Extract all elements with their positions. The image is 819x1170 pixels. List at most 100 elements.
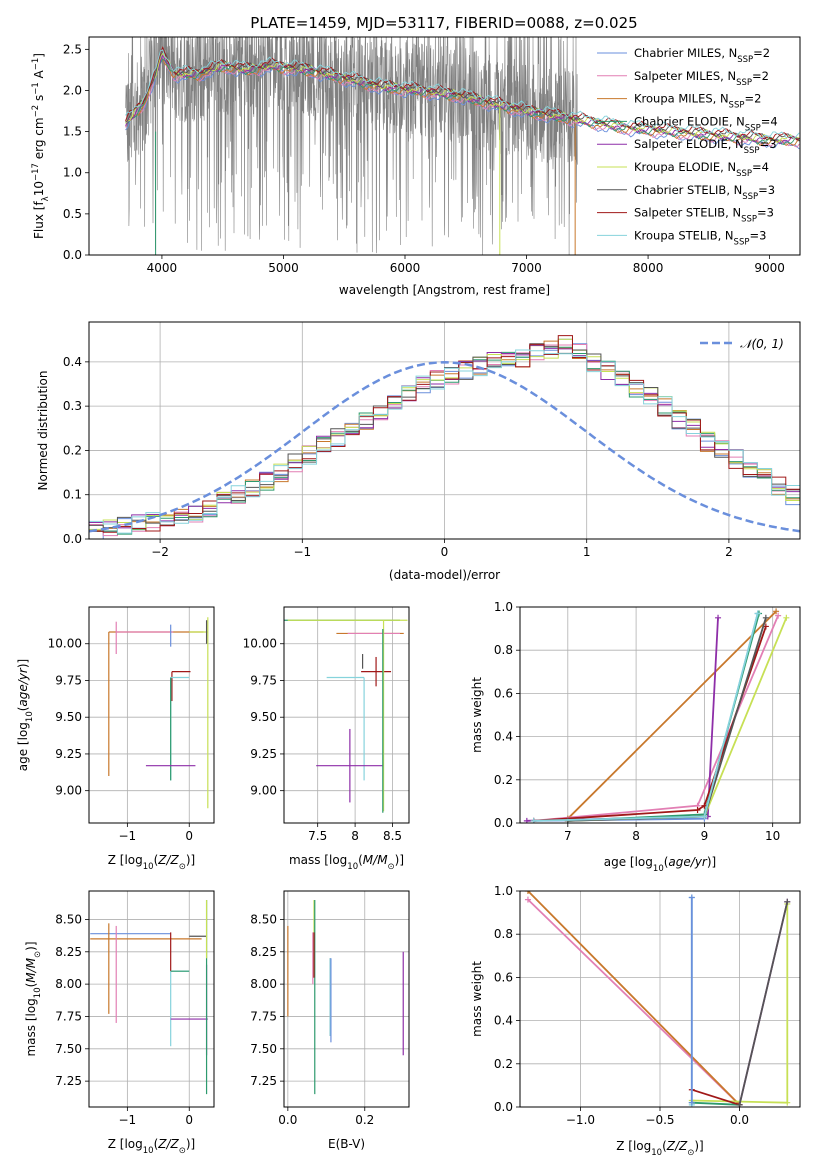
label-part: Kroupa ELODIE, N <box>634 160 736 174</box>
weight-line-kroupa-elodie <box>567 617 788 822</box>
weight-marker <box>783 614 790 621</box>
x-tick-label: 0.0 <box>730 1113 749 1127</box>
y-tick-label: 8.50 <box>55 912 82 926</box>
weight-marker <box>688 1099 695 1106</box>
grid-lines <box>520 890 800 1108</box>
weight-vs-metallicity-panel: −1.0 −0.5 0.0 0.0 0.2 0.4 0.6 0.8 1.0 Z [log10(Z/… <box>470 884 801 1158</box>
y-tick-label: 7.75 <box>55 1009 82 1023</box>
legend-entry: Kroupa ELODIE, NSSP=4 <box>634 160 769 179</box>
y-tick-label: 1.0 <box>63 166 82 180</box>
x-tick-label: 0 <box>441 545 449 559</box>
x-axis-label: E(B-V) <box>328 1137 365 1151</box>
grid-lines <box>284 607 409 823</box>
legend-entry: Salpeter MILES, NSSP=2 <box>634 69 769 88</box>
y-tick-label: 8.00 <box>55 977 82 991</box>
y-axis-label: mass [log10(M/M⊙)] <box>24 941 43 1056</box>
y-axis-label: mass weight <box>470 961 484 1037</box>
plot-area <box>284 619 408 813</box>
x-tick-label: 10 <box>765 829 780 843</box>
axes-frame <box>283 606 410 824</box>
chart-title: PLATE=1459, MJD=53117, FIBERID=0088, z=0… <box>250 14 637 32</box>
label-part: 10 <box>143 1146 154 1156</box>
histogram-step-kroupa-stelib <box>89 349 800 539</box>
plot-area <box>523 608 790 823</box>
y-tick-label: 8.25 <box>250 945 277 959</box>
label-part: =4 <box>761 114 778 128</box>
label-part: −17 <box>31 163 41 181</box>
y-tick-label: 7.50 <box>55 1042 82 1056</box>
y-tick-label: 8.50 <box>250 912 277 926</box>
x-tick-label: 8000 <box>633 261 664 275</box>
y-tick-label: 9.00 <box>250 784 277 798</box>
label-part: SSP <box>745 123 761 133</box>
y-tick-label: 0.0 <box>63 532 82 546</box>
label-part: Z/Z <box>157 853 179 867</box>
label-part: ( <box>154 1137 159 1151</box>
weight-marker <box>524 891 531 894</box>
label-part: Kroupa STELIB, N <box>634 228 734 242</box>
label-part: Salpeter MILES, N <box>634 69 736 83</box>
y-tick-label: 0.1 <box>63 488 82 502</box>
label-part: ⊙ <box>179 1146 186 1156</box>
weight-marker <box>715 614 722 621</box>
y-tick-label: 0.4 <box>494 1014 513 1028</box>
y-axis-label: Flux [fλ10−17 erg cm−2 s−1 A−1] <box>31 53 51 239</box>
label-part: age/yr <box>668 855 707 869</box>
grid-lines <box>89 607 214 823</box>
legend-entry: Chabrier MILES, NSSP=2 <box>634 46 770 65</box>
weight-marker <box>775 612 782 619</box>
plot-area <box>90 900 208 1095</box>
label-part: =4 <box>752 160 769 174</box>
histogram-step-kroupa-miles <box>89 340 800 539</box>
x-tick-label: 4000 <box>147 261 178 275</box>
label-part: SSP <box>734 237 750 247</box>
y-tick-label: 7.25 <box>250 1074 277 1088</box>
label-part: SSP <box>737 55 753 65</box>
label-part: =2 <box>752 69 769 83</box>
label-part: erg cm <box>32 117 46 163</box>
axes-frame <box>88 890 215 1108</box>
legend-entry: Kroupa MILES, NSSP=2 <box>634 92 761 111</box>
label-part: ( <box>16 707 30 712</box>
y-tick-label: 7.50 <box>250 1042 277 1056</box>
y-tick-label: 0.0 <box>494 816 513 830</box>
weight-line-salpeter-stelib <box>691 1088 740 1106</box>
y-tick-label: 0.4 <box>63 355 82 369</box>
label-part: s <box>32 95 46 105</box>
plot-area <box>89 335 800 539</box>
y-axis-label: Normed distribution <box>36 371 50 491</box>
label-part: age [log <box>16 722 30 771</box>
label-part: Z/Z <box>666 1139 688 1153</box>
legend-entry: Kroupa STELIB, NSSP=3 <box>634 228 766 247</box>
weight-line-chabrier-miles <box>533 613 759 822</box>
axes-frame <box>283 890 410 1108</box>
y-tick-label: 0.5 <box>63 207 82 221</box>
label-part: SSP <box>736 78 752 88</box>
y-tick-label: 0.4 <box>494 730 513 744</box>
label-part: Kroupa MILES, N <box>634 92 729 106</box>
x-tick-label: −0.5 <box>645 1113 674 1127</box>
label-part: 10 <box>653 864 664 874</box>
x-tick-label: −1.0 <box>566 1113 595 1127</box>
x-tick-label: 8 <box>632 829 640 843</box>
label-part: =2 <box>753 46 770 60</box>
y-tick-label: 2.5 <box>63 42 82 56</box>
label-part: 10 <box>347 862 358 872</box>
label-part: =3 <box>758 183 775 197</box>
x-tick-label: 0 <box>185 829 193 843</box>
label-part: )] <box>694 1139 703 1153</box>
label-part: −1 <box>31 82 41 95</box>
label-part: )] <box>186 853 195 867</box>
y-tick-label: 8.00 <box>250 977 277 991</box>
axes-frame <box>88 36 801 256</box>
y-tick-label: 9.75 <box>250 673 277 687</box>
legend-entry: Salpeter ELODIE, NSSP=3 <box>634 137 777 156</box>
label-part: SSP <box>736 169 752 179</box>
weight-marker <box>701 813 708 820</box>
x-tick-label: 6000 <box>390 261 421 275</box>
y-tick-label: 1.0 <box>494 884 513 898</box>
y-tick-label: 0.6 <box>494 686 513 700</box>
plot-area <box>524 891 791 1107</box>
